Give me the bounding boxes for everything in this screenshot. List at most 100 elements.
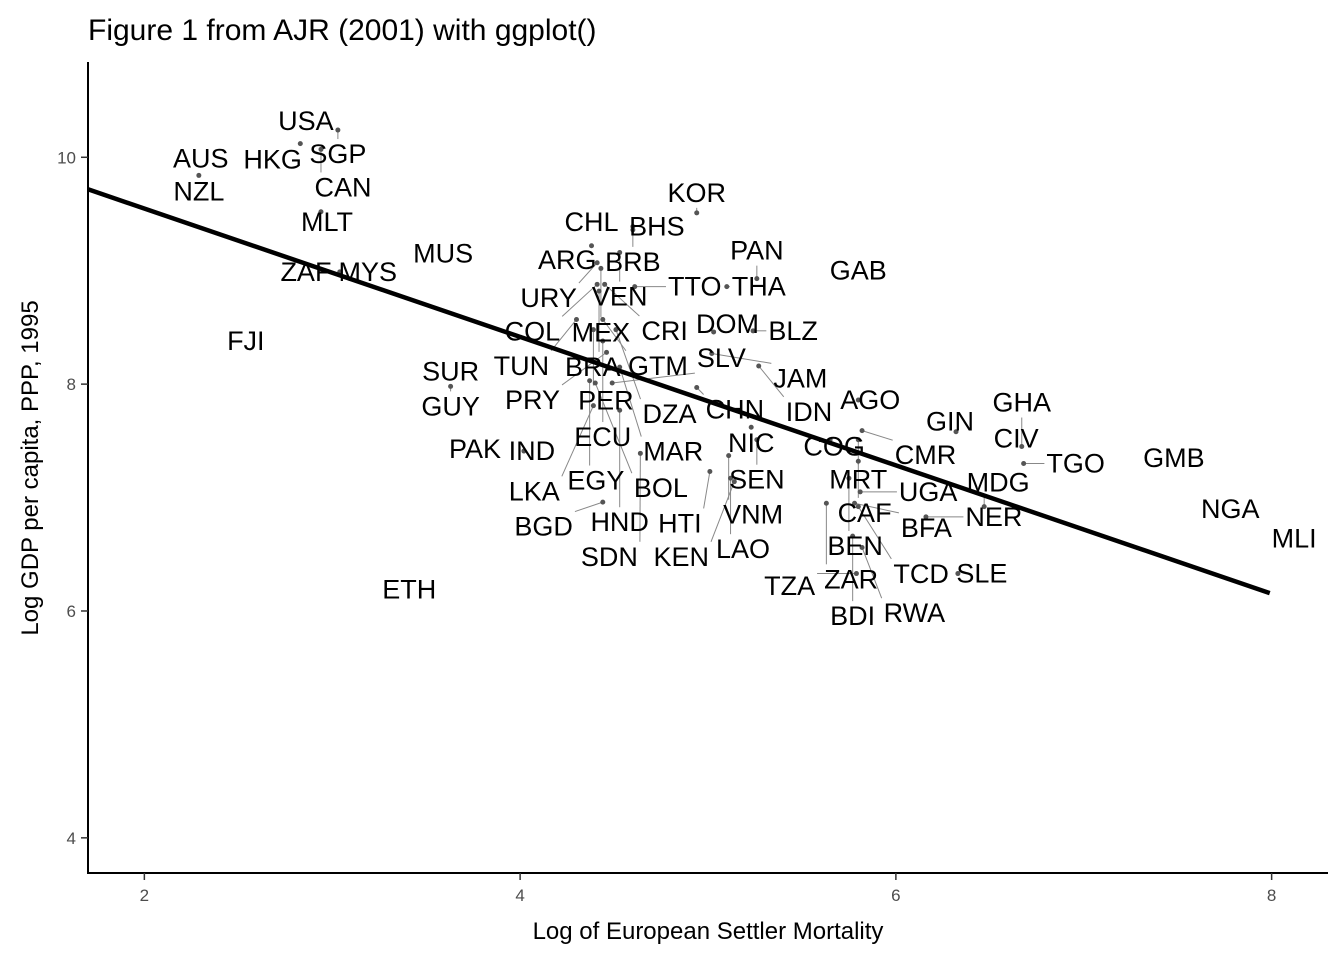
point-label-sen: SEN [729, 465, 785, 495]
leader-line [574, 501, 603, 513]
point-label-vnm: VNM [723, 500, 783, 530]
leader-line [703, 471, 711, 509]
data-point [853, 571, 859, 577]
data-point [600, 316, 606, 322]
point-label-tgo: TGO [1046, 449, 1105, 479]
data-point [592, 380, 598, 386]
label-leader-lines [196, 127, 1045, 602]
point-label-jam: JAM [773, 363, 827, 393]
point-label-bgd: BGD [514, 512, 573, 542]
leader-line [758, 365, 785, 398]
x-tick-label: 8 [1267, 886, 1276, 905]
point-label-col: COL [505, 316, 561, 346]
point-label-tza: TZA [764, 571, 815, 601]
data-point [855, 397, 861, 403]
point-label-slv: SLV [697, 343, 746, 373]
data-point [637, 450, 643, 456]
data-point [724, 284, 730, 290]
data-point [594, 281, 600, 287]
data-point [609, 380, 615, 386]
point-label-ner: NER [965, 502, 1022, 532]
leader-line [561, 351, 607, 386]
point-label-bdi: BDI [830, 601, 875, 631]
data-point [630, 227, 636, 233]
point-label-gha: GHA [992, 388, 1051, 418]
axes: 2 4 6 8 4 6 8 10 [57, 62, 1328, 905]
data-point [694, 210, 700, 216]
data-point [754, 437, 760, 443]
point-label-tto: TTO [668, 272, 722, 302]
data-point [731, 479, 737, 485]
data-point [981, 504, 987, 510]
point-label-hnd: HND [590, 507, 649, 537]
point-label-sgp: SGP [309, 139, 366, 169]
data-point [754, 276, 760, 282]
point-label-cri: CRI [641, 316, 688, 346]
data-point [855, 504, 861, 510]
data-point [707, 468, 713, 474]
data-point [756, 363, 762, 369]
data-point [589, 243, 595, 249]
point-label-uga: UGA [899, 477, 958, 507]
point-label-per: PER [578, 386, 634, 416]
data-point [335, 127, 341, 133]
point-label-arg: ARG [538, 245, 597, 275]
point-label-guy: GUY [421, 391, 480, 421]
x-tick-label: 4 [515, 886, 524, 905]
point-label-pan: PAN [730, 236, 784, 266]
point-label-sle: SLE [956, 559, 1007, 589]
data-point [596, 288, 602, 294]
point-label-chn: CHN [706, 395, 765, 425]
point-label-zar: ZAR [824, 564, 878, 594]
point-label-bhs: BHS [629, 211, 685, 241]
leader-line [710, 481, 735, 543]
point-label-eth: ETH [382, 574, 436, 604]
data-point [521, 448, 527, 454]
data-point [594, 260, 600, 266]
data-point [590, 403, 596, 409]
point-label-mdg: MDG [967, 467, 1030, 497]
point-label-ind: IND [509, 436, 556, 466]
y-tick-label: 8 [67, 375, 76, 394]
data-point [855, 437, 861, 443]
leader-line [861, 547, 883, 599]
point-label-cog: COG [803, 432, 865, 462]
point-label-gin: GIN [926, 406, 974, 436]
data-point [857, 489, 863, 495]
leader-line [578, 262, 598, 284]
point-label-mrt: MRT [829, 465, 887, 495]
data-point [297, 141, 303, 147]
data-point [694, 385, 700, 391]
data-point [613, 327, 619, 333]
point-label-dza: DZA [643, 399, 697, 429]
data-point [602, 281, 608, 287]
point-label-usa: USA [278, 106, 334, 136]
point-label-pak: PAK [449, 434, 501, 464]
point-label-ven: VEN [592, 282, 648, 312]
point-label-bol: BOL [634, 473, 688, 503]
point-label-civ: CIV [994, 424, 1039, 454]
regression-line [87, 187, 1271, 596]
leader-line [854, 502, 900, 514]
point-label-gab: GAB [830, 256, 887, 286]
data-point [750, 328, 756, 334]
data-point [859, 428, 865, 434]
data-point [953, 429, 959, 435]
point-label-lka: LKA [509, 476, 560, 506]
point-label-bfa: BFA [901, 513, 952, 543]
data-point [448, 383, 454, 389]
point-label-fji: FJI [227, 326, 265, 356]
data-point [196, 172, 202, 178]
data-point [748, 424, 754, 430]
y-axis-title: Log GDP per capita, PPP, 1995 [17, 300, 44, 635]
data-point [598, 265, 604, 271]
point-label-ben: BEN [827, 531, 883, 561]
fit-layer [87, 187, 1271, 596]
y-tick-label: 10 [57, 148, 76, 167]
point-label-can: CAN [314, 172, 371, 202]
leader-line [861, 430, 893, 441]
leader-line [612, 372, 695, 384]
chart-title: Figure 1 from AJR (2001) with ggplot() [88, 14, 597, 47]
data-point [846, 475, 852, 481]
